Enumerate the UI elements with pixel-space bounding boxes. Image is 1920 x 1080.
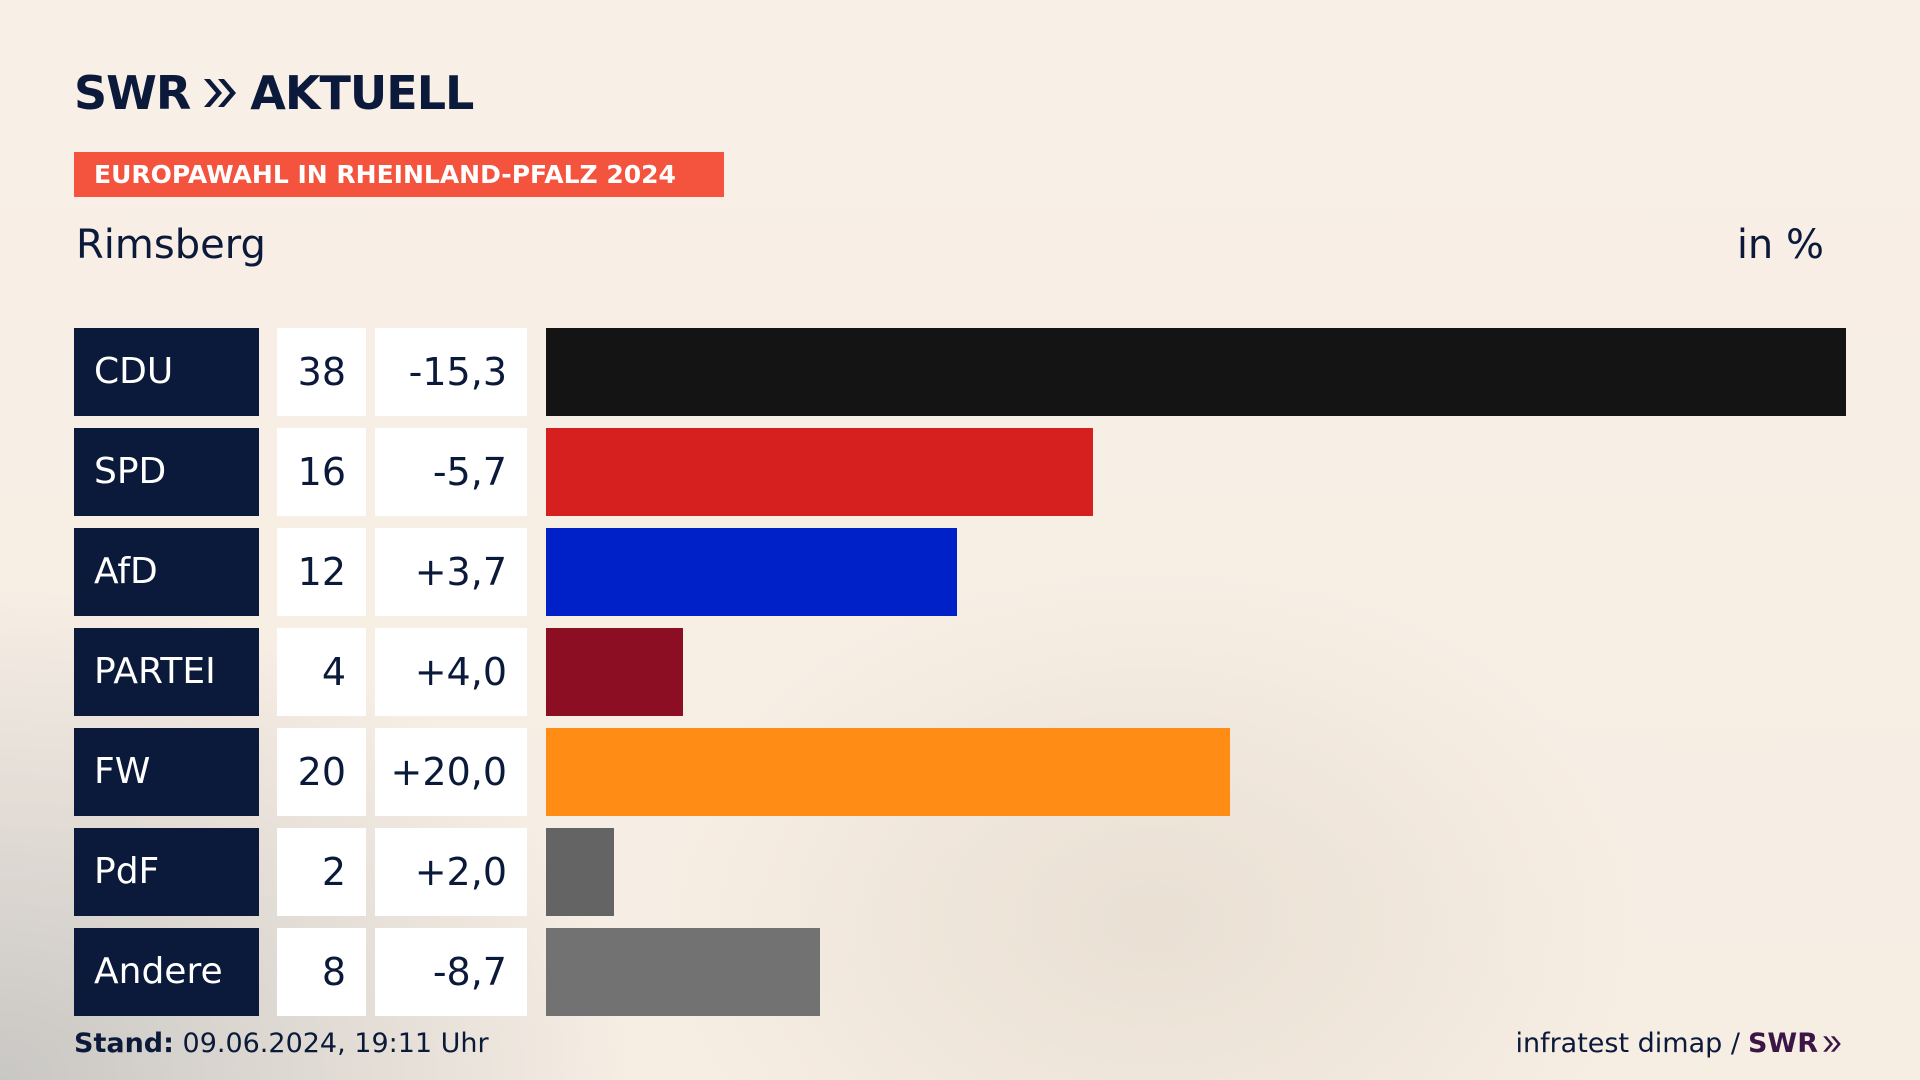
party-row: FW 20 +20,0 xyxy=(74,728,1846,816)
party-name: PARTEI xyxy=(74,628,259,716)
party-diff: +4,0 xyxy=(375,628,527,716)
source-credit: infratest dimap / SWR xyxy=(1515,1028,1844,1059)
party-row: PARTEI 4 +4,0 xyxy=(74,628,1846,716)
swr-small-logo: SWR xyxy=(1748,1028,1844,1059)
party-value: 4 xyxy=(277,628,366,716)
timestamp: Stand: 09.06.2024, 19:11 Uhr xyxy=(74,1028,489,1059)
title-banner: EUROPAWAHL IN RHEINLAND-PFALZ 2024 xyxy=(74,152,724,197)
logo-swr-text: SWR xyxy=(74,66,191,120)
party-diff: -15,3 xyxy=(375,328,527,416)
logo-aktuell-text: AKTUELL xyxy=(250,66,474,120)
party-name: SPD xyxy=(74,428,259,516)
party-bar xyxy=(546,328,1846,416)
party-value: 38 xyxy=(277,328,366,416)
party-diff: -8,7 xyxy=(375,928,527,1016)
party-value: 16 xyxy=(277,428,366,516)
party-name: CDU xyxy=(74,328,259,416)
swr-small-text: SWR xyxy=(1747,1028,1818,1059)
party-name: AfD xyxy=(74,528,259,616)
party-value: 12 xyxy=(277,528,366,616)
party-bar xyxy=(546,528,957,616)
party-bar xyxy=(546,928,820,1016)
swr-aktuell-logo: SWR AKTUELL xyxy=(74,64,474,122)
timestamp-label: Stand: xyxy=(74,1028,174,1059)
party-diff: -5,7 xyxy=(375,428,527,516)
party-bar xyxy=(546,628,683,716)
party-value: 8 xyxy=(277,928,366,1016)
party-row: PdF 2 +2,0 xyxy=(74,828,1846,916)
party-bar xyxy=(546,728,1230,816)
party-row: Andere 8 -8,7 xyxy=(74,928,1846,1016)
party-row: AfD 12 +3,7 xyxy=(74,528,1846,616)
party-diff: +2,0 xyxy=(375,828,527,916)
party-value: 2 xyxy=(277,828,366,916)
timestamp-value: 09.06.2024, 19:11 Uhr xyxy=(182,1028,489,1059)
party-row: CDU 38 -15,3 xyxy=(74,328,1846,416)
double-chevron-icon xyxy=(204,79,237,107)
party-row: SPD 16 -5,7 xyxy=(74,428,1846,516)
party-name: Andere xyxy=(74,928,259,1016)
source-text: infratest dimap / xyxy=(1515,1028,1740,1059)
party-bar xyxy=(546,828,614,916)
party-name: FW xyxy=(74,728,259,816)
party-value: 20 xyxy=(277,728,366,816)
region-title: Rimsberg xyxy=(76,222,266,268)
party-diff: +20,0 xyxy=(375,728,527,816)
small-double-chevron-icon xyxy=(1823,1035,1841,1052)
party-name: PdF xyxy=(74,828,259,916)
party-diff: +3,7 xyxy=(375,528,527,616)
party-bar xyxy=(546,428,1093,516)
unit-label: in % xyxy=(1736,222,1824,268)
